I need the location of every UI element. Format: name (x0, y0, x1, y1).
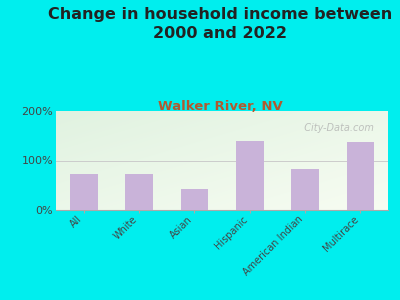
Bar (180, 189, 208, 210)
Bar (70, 174, 98, 210)
Bar (236, 141, 264, 210)
Text: Walker River, NV: Walker River, NV (158, 100, 282, 113)
Text: City-Data.com: City-Data.com (298, 123, 374, 133)
Bar (125, 174, 153, 210)
Text: Change in household income between
2000 and 2022: Change in household income between 2000 … (48, 8, 392, 41)
Bar (291, 169, 319, 210)
Bar (346, 142, 374, 210)
